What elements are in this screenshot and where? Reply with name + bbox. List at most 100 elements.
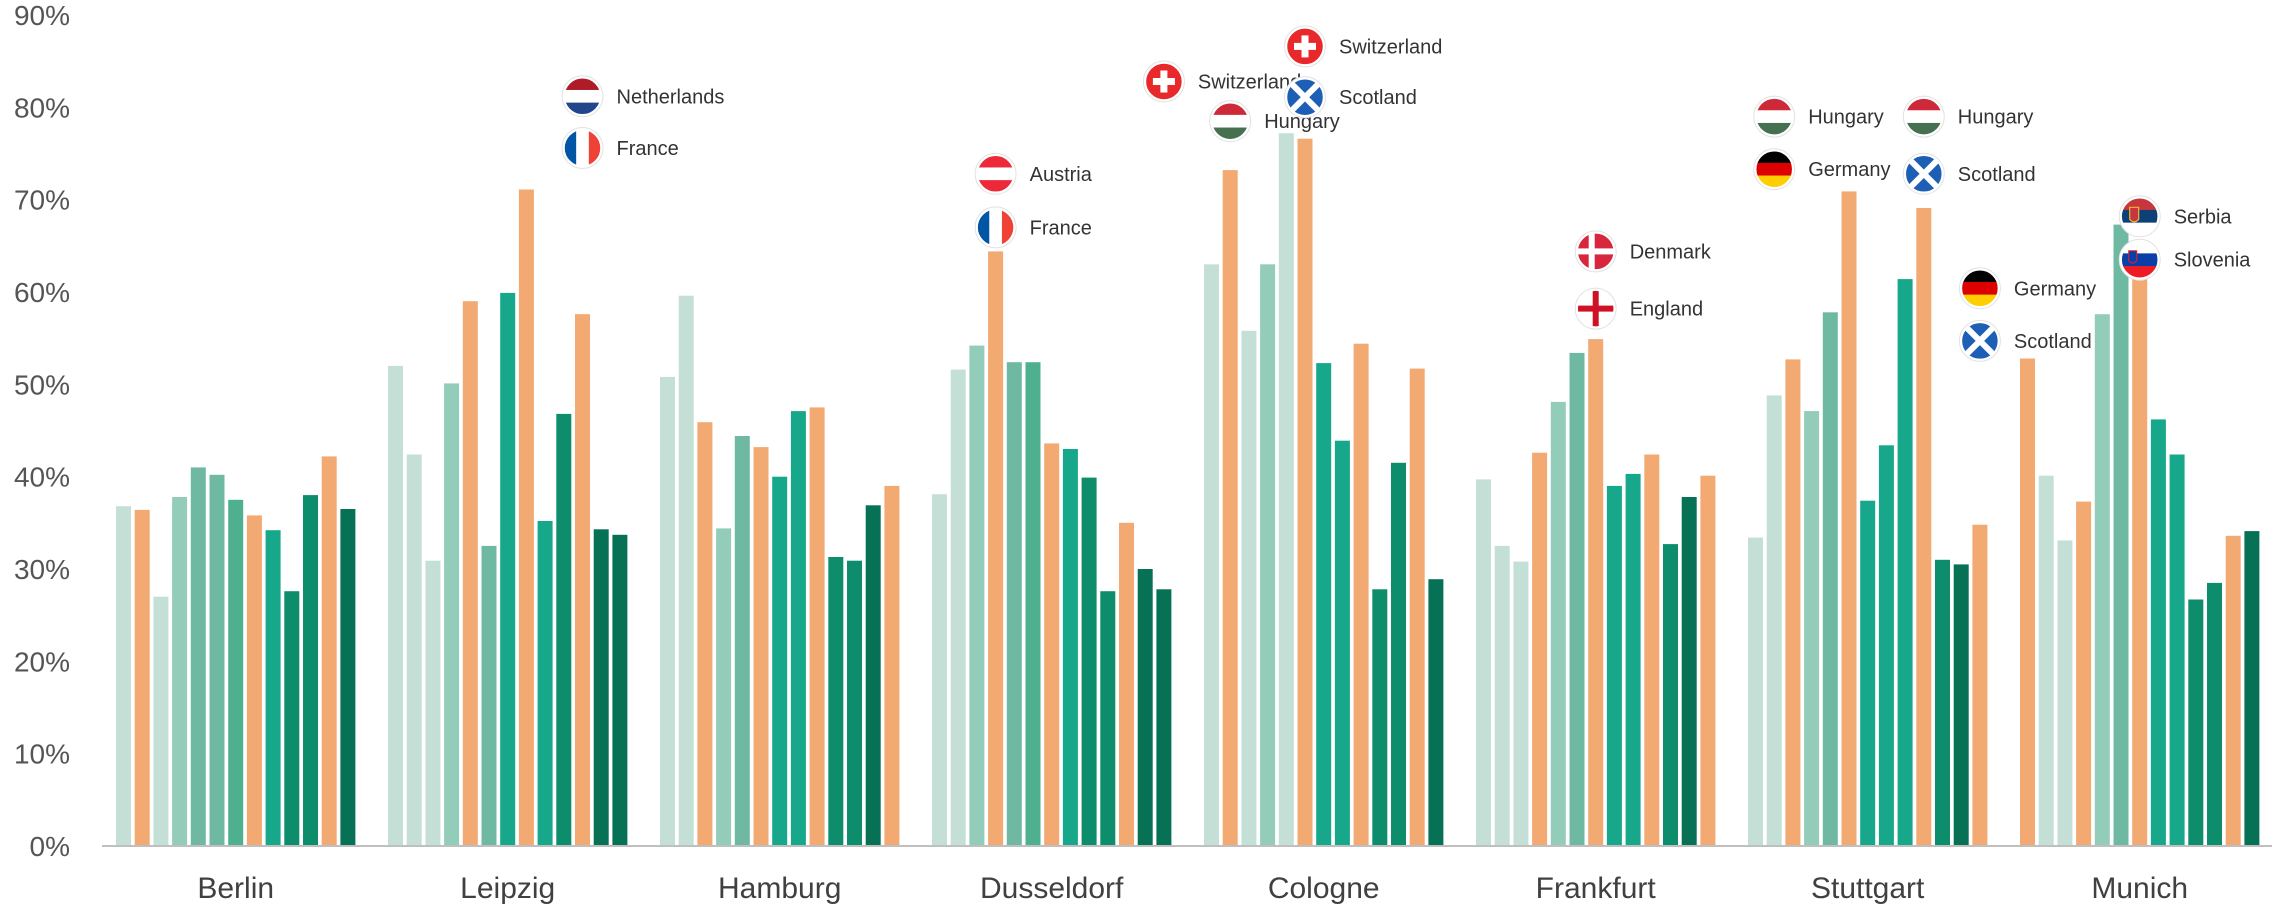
bar: [716, 528, 732, 846]
bar: [2038, 475, 2054, 846]
france-flag-icon: [974, 206, 1017, 249]
austria-flag-icon: [974, 152, 1017, 195]
bar: [593, 529, 609, 846]
x-axis: Berlin Leipzig Hamburg Dusseldorf Cologne Fra…: [197, 872, 2188, 905]
bar: [406, 454, 422, 846]
bar: [265, 530, 281, 846]
bar: [1297, 138, 1313, 846]
bar: [772, 476, 788, 846]
flag-annotations: Netherlands France Austria France Switzerlan…: [561, 25, 2251, 362]
flag-annotation: Netherlands: [561, 75, 724, 118]
country-label: Hungary: [1958, 107, 2034, 129]
bar: [1588, 339, 1604, 846]
bar: [2188, 599, 2204, 846]
bar: [809, 407, 825, 846]
country-label: Switzerland: [1339, 36, 1442, 58]
bar: [500, 292, 516, 846]
hungary-flag-icon: [1209, 100, 1252, 143]
y-tick-label: 10%: [14, 739, 70, 770]
bar: [1916, 208, 1932, 846]
flag-annotation: Hungary: [1753, 95, 1884, 138]
y-tick-label: 30%: [14, 554, 70, 585]
bar: [1681, 497, 1697, 846]
bar: [1119, 522, 1134, 846]
bar: [1766, 395, 1782, 846]
bar: [932, 494, 947, 846]
flag-annotation: Denmark: [1574, 230, 1712, 273]
bar: [1156, 589, 1172, 846]
country-label: Scotland: [1339, 87, 1417, 109]
bar: [660, 376, 675, 846]
bar: [340, 509, 356, 846]
country-label: Germany: [1808, 159, 1890, 181]
bar: [1513, 561, 1529, 846]
bar: [1606, 485, 1622, 846]
germany-flag-icon: [1958, 267, 2001, 310]
country-label: France: [1030, 217, 1092, 239]
country-label: Germany: [2014, 278, 2096, 300]
y-tick-label: 90%: [14, 0, 70, 31]
flag-annotation: Switzerland: [1284, 25, 1442, 68]
bar: [1644, 454, 1660, 846]
bar: [228, 499, 244, 847]
y-axis: 0% 10% 20% 30% 40% 50% 60% 70% 80% 90%: [14, 0, 70, 862]
bar: [1822, 312, 1838, 846]
flag-annotation: Germany: [1753, 148, 1890, 191]
scotland-flag-icon: [1284, 76, 1326, 119]
bar: [1878, 445, 1894, 846]
flag-annotation: Switzerland: [1142, 60, 1301, 103]
bar: [1137, 569, 1153, 846]
france-flag-icon: [561, 127, 604, 169]
x-tick-label: Dusseldorf: [980, 872, 1124, 904]
bar: [2094, 314, 2110, 846]
bar: [1428, 579, 1444, 846]
country-label: Scotland: [2014, 331, 2092, 353]
bar: [1935, 559, 1950, 846]
bars-layer: [116, 133, 2260, 847]
bar: [1860, 500, 1876, 846]
bar: [1044, 443, 1060, 846]
flag-annotation: Scotland: [1958, 319, 2092, 362]
bar: [2132, 275, 2148, 846]
bar: [1062, 449, 1078, 846]
bar: [1476, 479, 1491, 846]
bar: [1372, 589, 1388, 846]
bar: [753, 447, 769, 846]
bar: [153, 596, 169, 846]
bar: [790, 411, 806, 846]
bar: [1260, 264, 1276, 846]
bar: [1081, 477, 1097, 846]
x-tick-label: Frankfurt: [1536, 872, 1657, 904]
bar: [575, 314, 590, 846]
scotland-flag-icon: [1902, 152, 1945, 195]
bar: [1334, 440, 1350, 846]
bar: [1804, 411, 1820, 846]
flag-annotation: Serbia: [2118, 195, 2232, 238]
country-label: England: [1630, 299, 1703, 321]
bar: [2113, 224, 2129, 847]
bar: [1625, 473, 1641, 846]
country-label: Denmark: [1630, 241, 1712, 263]
country-label: Austria: [1030, 164, 1093, 186]
flag-annotation: England: [1574, 287, 1703, 330]
bar: [2020, 358, 2035, 846]
bar: [556, 413, 572, 846]
bar: [1241, 330, 1257, 846]
bar: [678, 295, 694, 846]
bar: [134, 509, 150, 846]
bar: [950, 369, 966, 846]
bar: [1748, 537, 1763, 846]
bar: [388, 365, 403, 846]
flag-annotation: Hungary: [1902, 95, 2034, 138]
bar: [828, 557, 844, 846]
bar: [1785, 359, 1801, 846]
flag-annotation: Austria: [974, 152, 1093, 195]
bar: [697, 422, 713, 846]
bar: [537, 521, 553, 846]
bar: [518, 189, 534, 846]
bar: [481, 545, 497, 846]
bar: [1953, 564, 1969, 846]
bar: [2076, 501, 2092, 846]
country-label: Scotland: [1958, 164, 2036, 186]
